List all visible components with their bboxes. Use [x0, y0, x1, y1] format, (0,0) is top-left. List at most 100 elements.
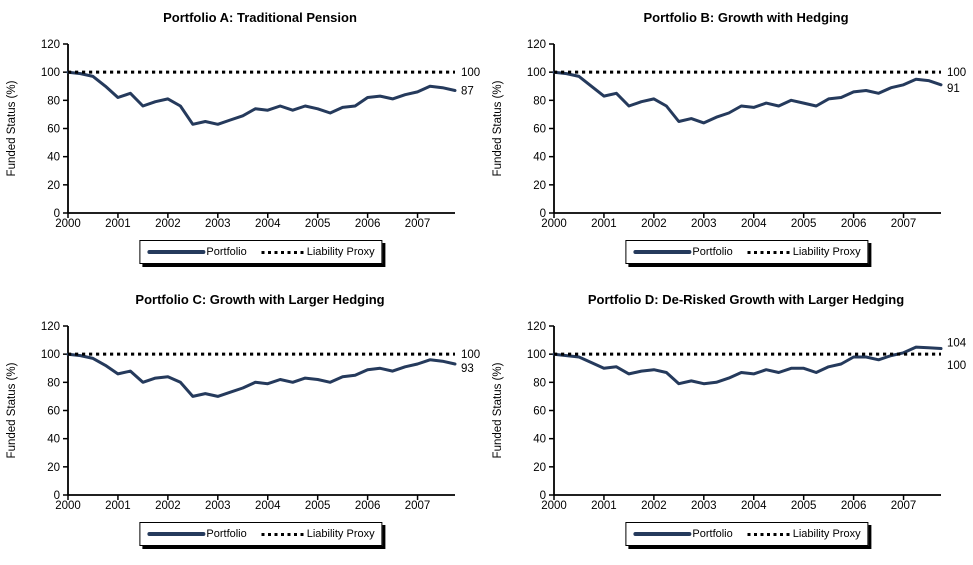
y-tick-label: 120 — [527, 321, 546, 333]
legend-label-liability: Liability Proxy — [792, 246, 861, 258]
x-tick-label: 2006 — [355, 218, 381, 230]
chart-panel-d: Portfolio D: De-Risked Growth with Large… — [486, 282, 973, 565]
y-tick-label: 20 — [533, 180, 546, 192]
y-axis-title: Funded Status (%) — [492, 362, 504, 458]
y-tick-label: 100 — [527, 67, 546, 79]
chart-panel-b: Portfolio B: Growth with Hedging 0 20 40 60… — [486, 0, 973, 282]
funded-status-chart-a: 0 20 40 60 80 100 120 2000 2001 2002 2003 2004 2005 2… — [6, 39, 480, 230]
x-tick-label: 2005 — [791, 218, 817, 230]
y-axis-title: Funded Status (%) — [6, 80, 18, 176]
chart-title-b: Portfolio B: Growth with Hedging — [643, 10, 849, 25]
y-tick-label: 80 — [533, 377, 546, 389]
y-tick-label: 120 — [41, 321, 60, 333]
x-tick-label: 2001 — [591, 500, 617, 512]
legend-d: Portfolio Liability Proxy — [625, 522, 869, 546]
x-tick-label: 2001 — [105, 218, 131, 230]
x-tick-label: 2003 — [205, 218, 231, 230]
x-tick-label: 2006 — [355, 500, 381, 512]
y-tick-label: 100 — [41, 67, 60, 79]
portfolio-line-sample — [633, 250, 692, 254]
portfolio-line — [66, 70, 457, 126]
series-end-label: 100 — [947, 67, 966, 79]
y-tick-label: 120 — [527, 39, 546, 51]
y-tick-label: 40 — [533, 434, 546, 446]
legend-label-liability: Liability Proxy — [792, 528, 861, 540]
x-tick-label: 2006 — [841, 218, 867, 230]
chart-panel-c: Portfolio C: Growth with Larger Hedging … — [0, 282, 486, 565]
chart-panel-a: Portfolio A: Traditional Pension 0 20 40 60… — [0, 0, 486, 282]
y-tick-label: 0 — [540, 208, 546, 220]
y-tick-label: 60 — [47, 406, 60, 418]
legend-label-portfolio: Portfolio — [206, 528, 247, 540]
x-tick-label: 2007 — [405, 500, 431, 512]
x-tick-label: 2006 — [841, 500, 867, 512]
series-end-label: 100 — [947, 360, 966, 372]
legend-label-liability: Liability Proxy — [306, 246, 375, 258]
x-tick-label: 2007 — [405, 218, 431, 230]
x-tick-label: 2003 — [691, 500, 717, 512]
chart-title-a: Portfolio A: Traditional Pension — [163, 10, 357, 25]
y-tick-label: 80 — [533, 95, 546, 107]
x-tick-label: 2004 — [741, 500, 767, 512]
legend-label-portfolio: Portfolio — [206, 246, 247, 258]
liability-line-sample — [747, 532, 792, 536]
legend-b: Portfolio Liability Proxy — [625, 240, 869, 264]
liability-line-sample — [747, 250, 792, 254]
x-tick-label: 2004 — [741, 218, 767, 230]
legend-a: Portfolio Liability Proxy — [139, 240, 383, 264]
y-tick-label: 40 — [47, 152, 60, 164]
y-tick-label: 120 — [41, 39, 60, 51]
x-tick-label: 2002 — [155, 218, 181, 230]
x-tick-label: 2004 — [255, 500, 281, 512]
chart-title-c: Portfolio C: Growth with Larger Hedging — [135, 292, 385, 307]
x-tick-label: 2002 — [641, 218, 667, 230]
y-tick-label: 20 — [47, 180, 60, 192]
y-axis-title: Funded Status (%) — [492, 80, 504, 176]
y-tick-label: 80 — [47, 377, 60, 389]
x-tick-label: 2002 — [155, 500, 181, 512]
portfolio-line — [66, 352, 457, 398]
portfolio-line — [552, 70, 943, 125]
chart-title-d: Portfolio D: De-Risked Growth with Large… — [587, 292, 905, 307]
funded-status-chart-b: 0 20 40 60 80 100 120 2000 2001 2002 2003 2004 2005 2… — [492, 39, 966, 230]
x-tick-label: 2001 — [591, 218, 617, 230]
x-tick-label: 2001 — [105, 500, 131, 512]
y-tick-label: 100 — [527, 349, 546, 361]
x-tick-label: 2005 — [305, 500, 331, 512]
y-axis-title: Funded Status (%) — [6, 362, 18, 458]
series-end-label: 91 — [947, 83, 960, 95]
funded-status-chart-d: 0 20 40 60 80 100 120 2000 2001 2002 2003 2004 2005 2… — [492, 321, 967, 512]
y-tick-label: 60 — [47, 124, 60, 136]
y-tick-label: 60 — [533, 406, 546, 418]
x-tick-label: 2005 — [305, 218, 331, 230]
y-tick-label: 0 — [540, 490, 546, 502]
y-tick-label: 60 — [533, 124, 546, 136]
series-end-label: 100 — [461, 67, 480, 79]
y-tick-label: 40 — [47, 434, 60, 446]
portfolio-line-sample — [633, 532, 692, 536]
x-tick-label: 2002 — [641, 500, 667, 512]
x-tick-label: 2003 — [691, 218, 717, 230]
legend-label-portfolio: Portfolio — [692, 246, 733, 258]
series-end-label: 93 — [461, 363, 474, 375]
series-end-label: 87 — [461, 85, 474, 97]
x-tick-label: 2004 — [255, 218, 281, 230]
x-tick-label: 2005 — [791, 500, 817, 512]
legend-c: Portfolio Liability Proxy — [139, 522, 383, 546]
y-tick-label: 0 — [54, 490, 60, 502]
y-tick-label: 80 — [47, 95, 60, 107]
portfolio-line-sample — [147, 532, 206, 536]
x-tick-label: 2000 — [541, 218, 567, 230]
y-tick-label: 20 — [533, 462, 546, 474]
funded-status-chart-c: 0 20 40 60 80 100 120 2000 2001 2002 2003 2004 2005 2… — [6, 321, 480, 512]
x-tick-label: 2003 — [205, 500, 231, 512]
series-end-label: 104 — [947, 338, 967, 350]
y-tick-label: 20 — [47, 462, 60, 474]
x-tick-label: 2007 — [891, 218, 917, 230]
liability-line-sample — [261, 532, 306, 536]
series-end-label: 100 — [461, 349, 480, 361]
liability-line-sample — [261, 250, 306, 254]
x-tick-label: 2000 — [55, 218, 81, 230]
